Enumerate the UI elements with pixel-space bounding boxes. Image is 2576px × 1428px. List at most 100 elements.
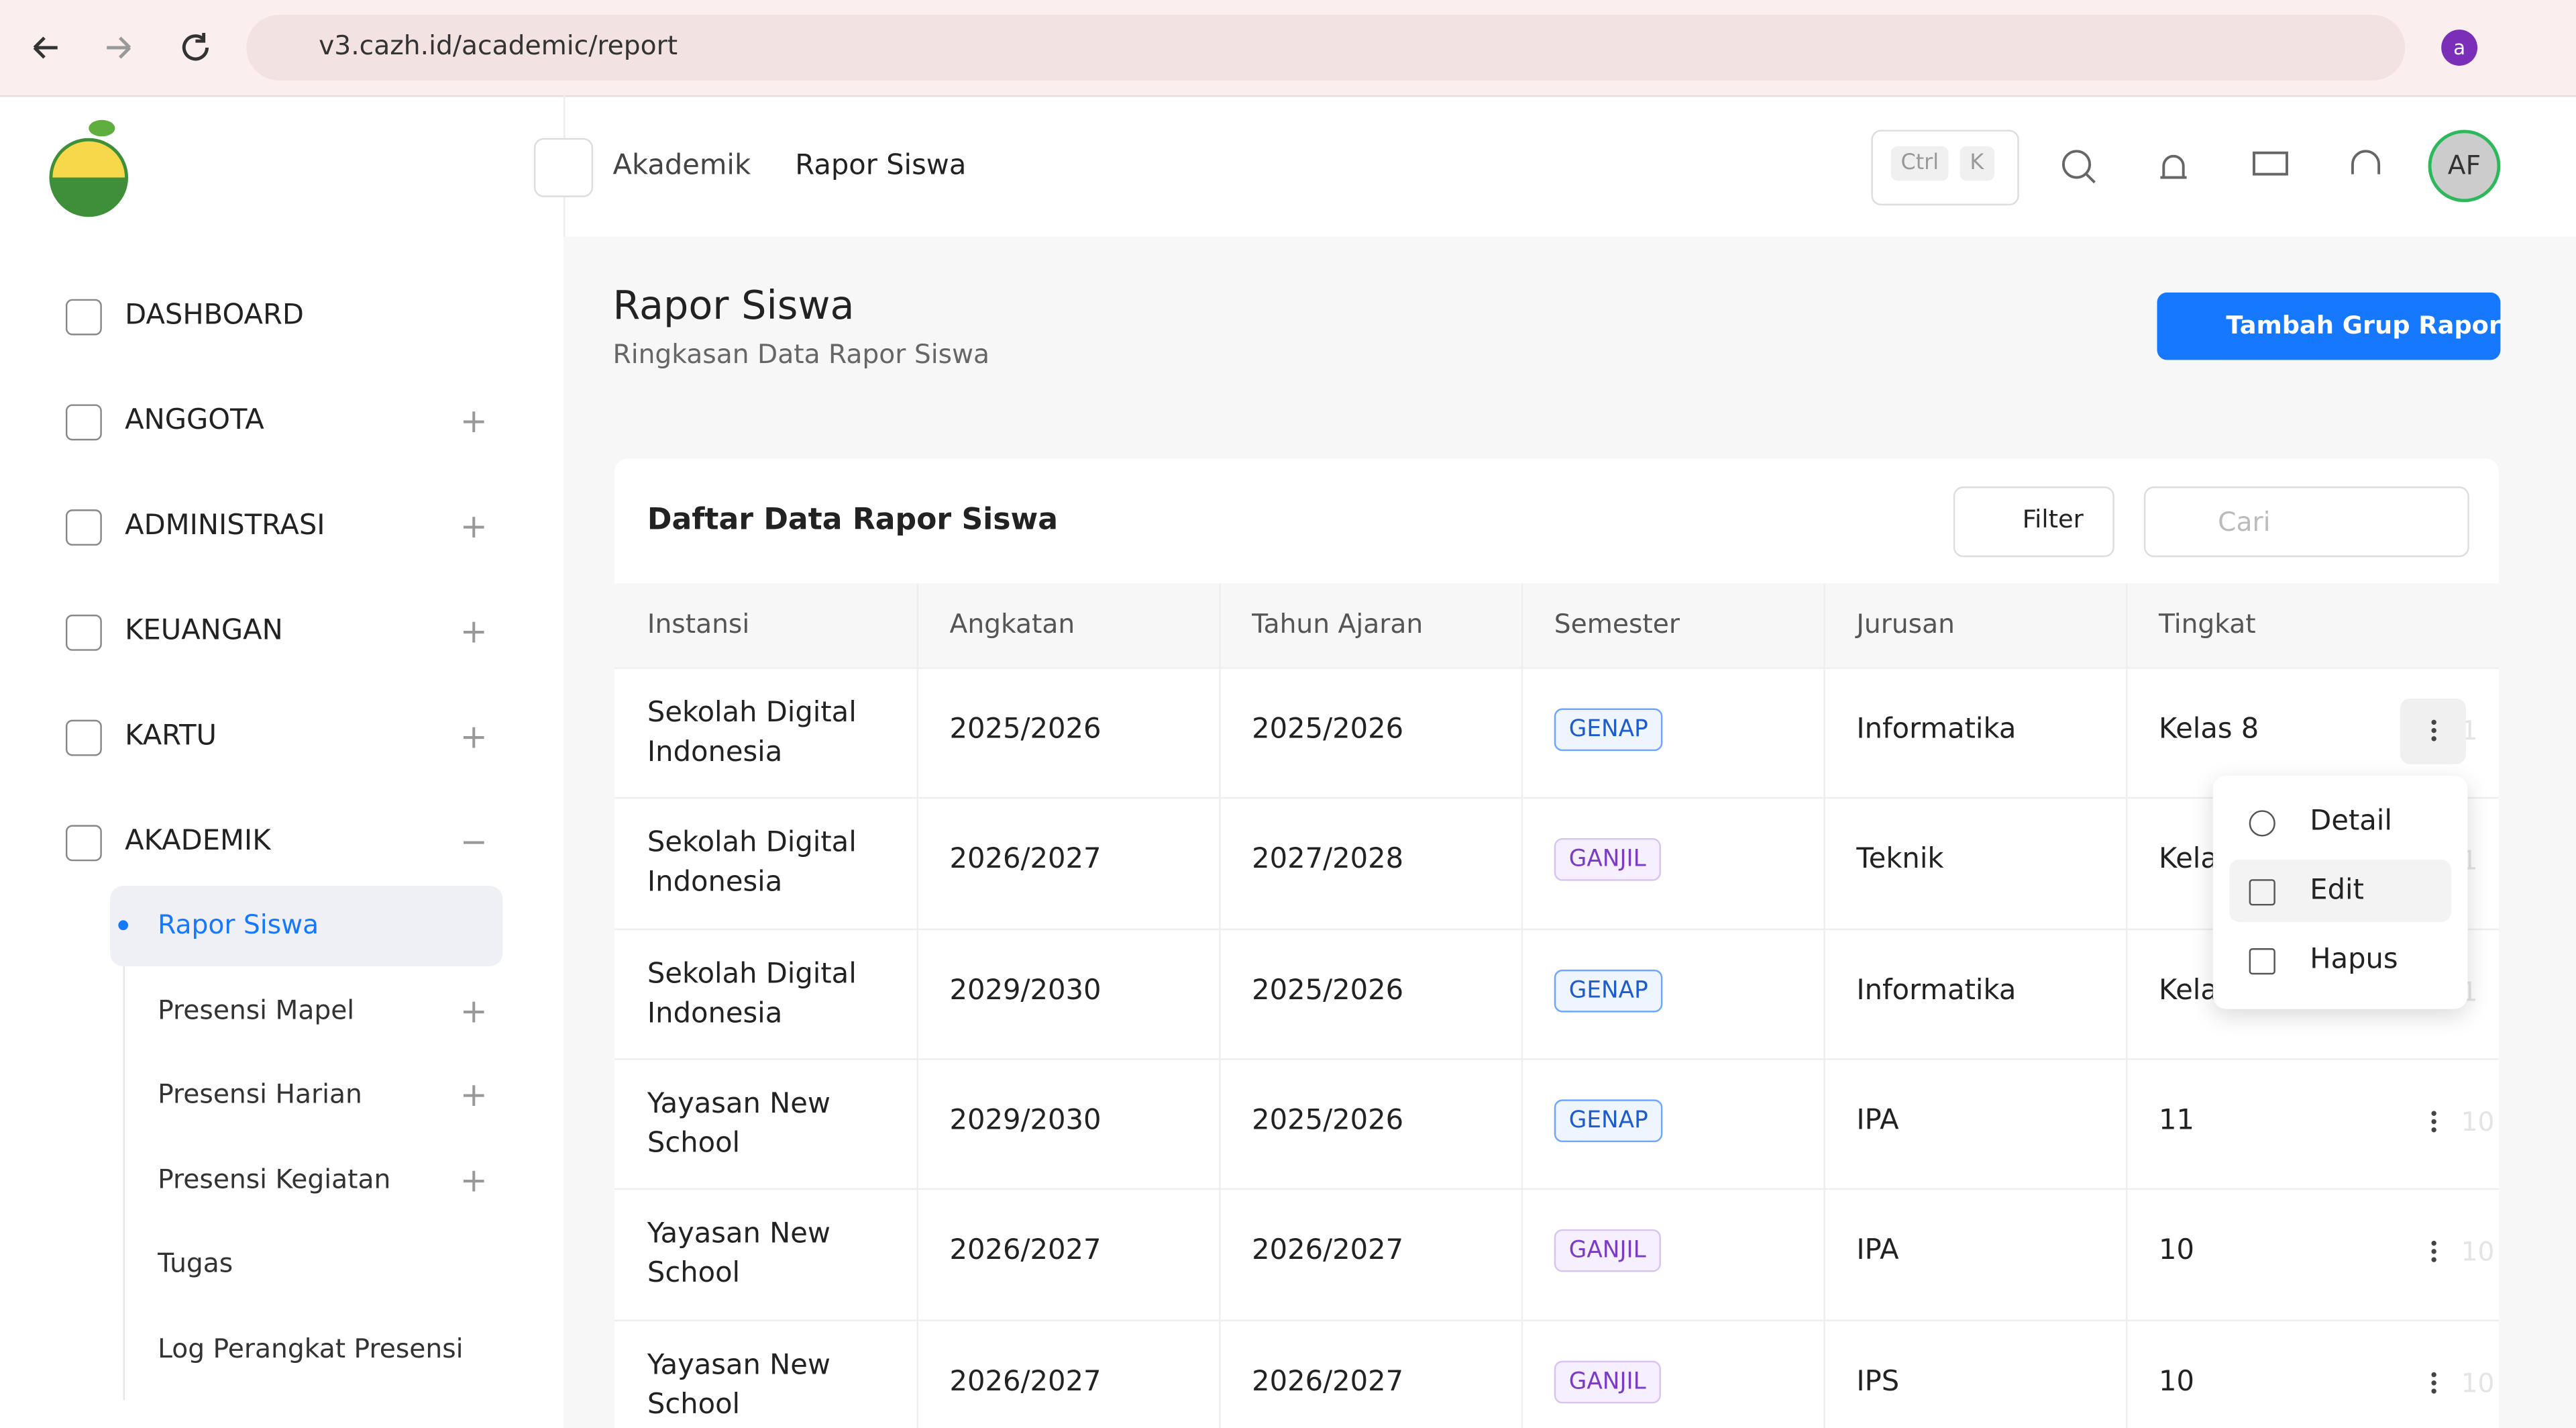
cell: 2025/2026	[1252, 974, 1404, 1007]
column-header[interactable]: Instansi	[647, 608, 750, 640]
cell: Kela	[2158, 974, 2218, 1007]
logo	[49, 119, 129, 217]
submenu-item[interactable]: Presensi Mapel	[158, 993, 355, 1025]
cell: 2026/2027	[949, 844, 1102, 877]
key: K	[1960, 146, 1994, 181]
nav-item[interactable]: ANGGOTA	[125, 404, 264, 438]
active-dot	[118, 920, 129, 931]
semester-badge: GANJIL	[1554, 1229, 1661, 1272]
submenu-item[interactable]: Tugas	[158, 1247, 233, 1279]
column-divider	[1521, 583, 1523, 1428]
submenu-expand[interactable]: +	[460, 1074, 488, 1115]
nav-item[interactable]: KARTU	[125, 719, 217, 753]
search-input[interactable]	[2143, 486, 2469, 558]
semester-badge: GENAP	[1554, 708, 1663, 752]
hidden-cell: 10	[2461, 1105, 2495, 1137]
nav-icon	[65, 614, 102, 651]
cell: 10	[2158, 1234, 2194, 1268]
action-button[interactable]	[2431, 1370, 2436, 1394]
submenu-item[interactable]: Presensi Harian	[158, 1078, 362, 1110]
cell: 10	[2158, 1364, 2194, 1398]
submenu-expand[interactable]: +	[460, 1159, 488, 1199]
cell: 11	[2158, 1104, 2194, 1137]
cell: 2025/2026	[949, 713, 1102, 746]
cell: Yayasan New School	[647, 1218, 830, 1290]
nav-expand[interactable]: +	[460, 716, 488, 756]
menu-icon	[2249, 879, 2275, 906]
nav-icon	[65, 719, 102, 756]
add-button-label[interactable]: Tambah Grup Rapor	[2226, 310, 2502, 340]
menu-item[interactable]: Edit	[2310, 874, 2364, 907]
column-header[interactable]: Tingkat	[2158, 608, 2256, 640]
key: Ctrl	[1890, 146, 1949, 181]
nav-icon	[65, 299, 102, 336]
cell: Informatika	[1856, 974, 2017, 1007]
address-bar[interactable]	[246, 15, 2406, 81]
url[interactable]: v3.cazh.id/academic/report	[319, 30, 678, 61]
cell: 2025/2026	[1252, 1104, 1404, 1137]
nav-item[interactable]: AKADEMIK	[125, 825, 271, 858]
cell: Kela	[2158, 844, 2218, 877]
nav-item[interactable]: KEUANGAN	[125, 614, 283, 648]
cell: 2029/2030	[949, 974, 1102, 1007]
cell: Sekolah Digital Indonesia	[647, 827, 857, 900]
breadcrumb[interactable]: Akademik	[612, 149, 751, 183]
collapse-button[interactable]	[533, 138, 594, 197]
column-header[interactable]: Tahun Ajaran	[1252, 608, 1424, 640]
submenu-expand[interactable]: +	[460, 990, 488, 1030]
nav-icons	[33, 32, 209, 61]
avatar[interactable]: AF	[2428, 130, 2501, 203]
row-divider	[614, 1319, 2499, 1321]
cell: IPA	[1856, 1234, 1899, 1268]
hidden-cell: 10	[2461, 1236, 2495, 1268]
cell: 2029/2030	[949, 1104, 1102, 1137]
submenu-item[interactable]: Log Perangkat Presensi	[158, 1331, 464, 1364]
cell: 2026/2027	[1252, 1364, 1404, 1398]
cell: Kelas 8	[2158, 713, 2259, 746]
menu-item[interactable]: Detail	[2310, 805, 2392, 838]
nav-item[interactable]: DASHBOARD	[125, 299, 305, 332]
cell: 2025/2026	[1252, 713, 1404, 746]
filter-button[interactable]	[1953, 486, 2114, 558]
nav-expand[interactable]: +	[460, 401, 488, 441]
action-button[interactable]	[2431, 1239, 2436, 1264]
cell: Sekolah Digital Indonesia	[647, 697, 857, 770]
cell: IPS	[1856, 1364, 1900, 1398]
cell: Yayasan New School	[647, 1087, 830, 1160]
page-subtitle: Ringkasan Data Rapor Siswa	[612, 338, 990, 370]
cell: IPA	[1856, 1104, 1899, 1137]
search-shortcut[interactable]	[1871, 130, 2019, 206]
menu-icon	[2249, 810, 2275, 837]
cell: Teknik	[1856, 844, 1944, 877]
column-header[interactable]: Semester	[1554, 608, 1680, 640]
nav-icon	[65, 825, 102, 862]
nav-expand[interactable]: −	[460, 821, 488, 862]
cell: Yayasan New School	[647, 1348, 830, 1421]
cell: 2026/2027	[949, 1234, 1102, 1268]
nav-icon	[65, 404, 102, 441]
nav-expand[interactable]: +	[460, 506, 488, 546]
column-header[interactable]: Angkatan	[949, 608, 1075, 640]
submenu-item[interactable]: Presensi Kegiatan	[158, 1162, 391, 1194]
action-button[interactable]	[2431, 1109, 2436, 1134]
search-placeholder[interactable]: Cari	[2218, 506, 2271, 538]
menu-item[interactable]: Hapus	[2310, 943, 2398, 976]
hidden-cell: 10	[2461, 1366, 2495, 1398]
column-header[interactable]: Jurusan	[1856, 608, 1955, 640]
row-divider	[614, 797, 2499, 799]
nav-item[interactable]: ADMINISTRASI	[125, 509, 325, 543]
nav-expand[interactable]: +	[460, 611, 488, 651]
semester-badge: GANJIL	[1554, 838, 1661, 882]
cell: 2027/2028	[1252, 844, 1404, 877]
row-divider	[614, 667, 2499, 669]
row-divider	[614, 1188, 2499, 1190]
profile[interactable]: a	[2441, 30, 2478, 66]
filter-label[interactable]: Filter	[2022, 504, 2084, 534]
add-button[interactable]	[2157, 292, 2501, 360]
column-divider	[1823, 583, 1825, 1428]
submenu-item[interactable]: Rapor Siswa	[158, 909, 319, 940]
menu-hover	[2229, 859, 2451, 922]
action-button[interactable]	[2431, 718, 2436, 743]
row-divider	[614, 1058, 2499, 1060]
